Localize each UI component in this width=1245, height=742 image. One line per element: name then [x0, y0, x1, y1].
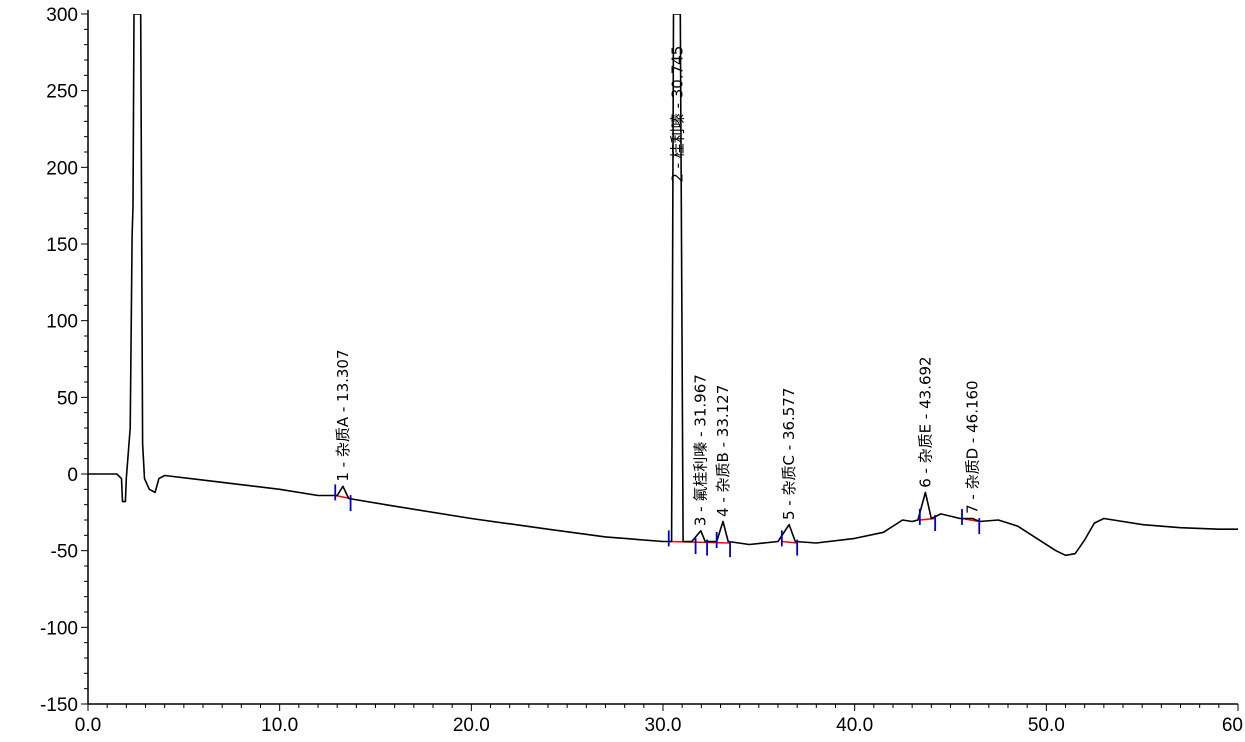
signal-line: [88, 14, 1238, 557]
y-tick-label: -50: [51, 542, 78, 563]
axes: [87, 10, 1238, 705]
y-tick-label: 0: [67, 465, 78, 486]
y-tick-label: 100: [46, 312, 78, 333]
peak-label: 3 - 氟桂利嗪 - 31.967: [692, 374, 710, 526]
peak-annotations: 1 - 杂质A - 13.307 2 - 桂利嗪 - 30.745 3 - 氟桂利嗪…: [334, 46, 982, 526]
y-tick-label: 250: [46, 82, 78, 103]
y-tick-label: 50: [57, 388, 78, 409]
x-tick-label: 0.0: [75, 715, 101, 736]
peak-label: 7 - 杂质D - 46.160: [964, 380, 982, 513]
y-tick-label: 300: [46, 5, 78, 26]
x-tick-label: 60: [1222, 715, 1243, 736]
y-tick-label: -100: [40, 618, 78, 639]
x-tick-label: 50.0: [1028, 715, 1065, 736]
tick-labels: 0.0 10.0 20.0 30.0 40.0 50.0 60 300 250 200 150 100…: [40, 5, 1243, 736]
peak-label: 2 - 桂利嗪 - 30.745: [668, 46, 686, 183]
x-tick-label: 30.0: [645, 715, 682, 736]
peak-markers: [334, 484, 981, 558]
integration-baseline: [668, 540, 731, 544]
peak-label: 4 - 杂质B - 33.127: [714, 385, 732, 517]
x-tick-label: 40.0: [836, 715, 873, 736]
peak-label: 6 - 杂质E - 43.692: [916, 356, 934, 487]
y-tick-label: -150: [40, 695, 78, 716]
y-tick-label: 200: [46, 158, 78, 179]
x-tick-label: 10.0: [261, 715, 298, 736]
integration-baselines: [335, 494, 980, 544]
peak-label: 1 - 杂质A - 13.307: [334, 349, 352, 481]
integration-baseline: [919, 517, 936, 521]
peak-label: 5 - 杂质C - 36.577: [780, 388, 798, 520]
integration-baseline: [781, 540, 798, 544]
tick-marks: [81, 13, 1239, 711]
y-tick-label: 150: [46, 235, 78, 256]
signal-series: [88, 14, 1238, 557]
x-tick-label: 20.0: [453, 715, 490, 736]
